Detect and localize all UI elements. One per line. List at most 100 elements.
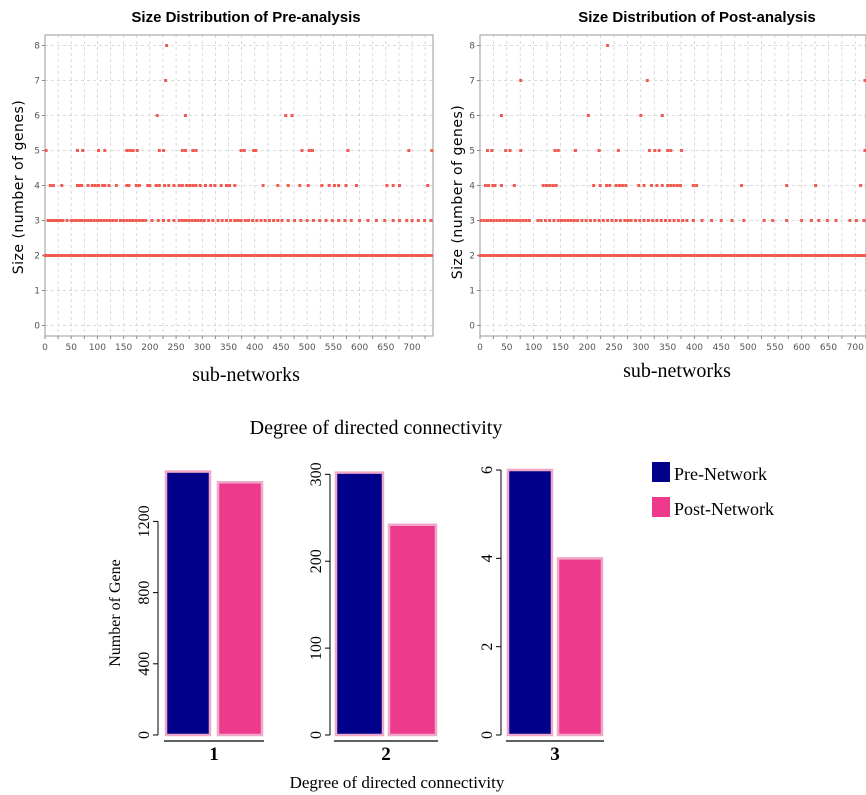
pre-data-point (267, 219, 271, 222)
pre-x-tick-label: 700 (403, 343, 420, 353)
pre-data-point (50, 219, 54, 222)
pre-data-point (57, 219, 61, 222)
pre-data-point (199, 219, 203, 222)
post-data-point (559, 219, 563, 222)
post-x-tick-label: 50 (501, 343, 513, 353)
bar-panel-1-tick-label: 1200 (136, 505, 153, 537)
post-data-point (593, 219, 597, 222)
pre-data-point (383, 219, 387, 222)
post-data-point (642, 184, 646, 187)
pre-data-point (381, 254, 385, 257)
post-data-point (848, 219, 852, 222)
post-data-point (486, 219, 490, 222)
post-analysis-scatter-plot: Size Distribution of Post-analysis Size … (450, 9, 866, 382)
legend-label-pre-network: Pre-Network (674, 464, 767, 484)
post-y-tick-label: 1 (469, 287, 475, 297)
pre-data-point (82, 254, 86, 257)
pre-data-point (137, 219, 141, 222)
post-data-point (814, 184, 818, 187)
post-data-point (834, 219, 838, 222)
bar-panel-3-category-label: 3 (550, 744, 560, 765)
post-data-point (808, 254, 812, 257)
bar-panel-2-tick-label: 100 (308, 636, 325, 660)
pre-data-point (202, 219, 206, 222)
bar-post-network-1 (216, 480, 264, 737)
post-data-point (679, 184, 683, 187)
pre-analysis-y-axis-title: Size (number of genes) (11, 100, 27, 274)
pre-data-point (185, 254, 189, 257)
pre-data-point (96, 149, 100, 152)
post-data-point (489, 219, 493, 222)
legend-swatch-post-network (652, 497, 670, 517)
pre-data-point (148, 184, 152, 187)
pre-data-point (184, 149, 188, 152)
post-data-point (482, 219, 486, 222)
post-data-point (601, 219, 605, 222)
post-data-point (514, 219, 518, 222)
post-data-point (521, 219, 525, 222)
pre-data-point (98, 254, 102, 257)
post-x-tick-label: 500 (739, 343, 756, 353)
pre-data-point (365, 254, 369, 257)
post-data-point (862, 219, 866, 222)
pre-data-point (216, 254, 220, 257)
pre-data-point (346, 149, 350, 152)
post-data-point (598, 184, 602, 187)
post-data-point (687, 254, 691, 257)
pre-data-point (389, 254, 393, 257)
bar-panel-1-tick-label: 0 (136, 731, 153, 739)
pre-data-point (276, 219, 280, 222)
post-data-point (584, 219, 588, 222)
post-data-point (669, 184, 673, 187)
pre-data-point (287, 254, 291, 257)
post-data-point (639, 114, 643, 117)
post-data-point (623, 219, 627, 222)
pre-data-point (137, 184, 141, 187)
pre-data-point (48, 184, 52, 187)
post-data-point (710, 219, 714, 222)
post-data-point (508, 219, 512, 222)
post-data-point (703, 254, 707, 257)
post-data-point (633, 219, 637, 222)
pre-data-point (131, 149, 135, 152)
pre-data-point (295, 254, 299, 257)
post-data-point (638, 219, 642, 222)
post-data-point (727, 254, 731, 257)
bar-chart-y-axis-title: Number of Gene (107, 559, 124, 667)
pre-data-point (51, 254, 55, 257)
pre-data-point (247, 254, 251, 257)
pre-data-point (224, 219, 228, 222)
pre-data-point (156, 219, 160, 222)
post-data-point (832, 254, 836, 257)
post-y-tick-label: 4 (469, 182, 475, 192)
post-data-point (660, 184, 664, 187)
post-data-point (487, 184, 491, 187)
pre-data-point (60, 184, 64, 187)
post-data-point (563, 219, 567, 222)
post-data-point (784, 254, 788, 257)
pre-data-point (255, 254, 259, 257)
pre-data-point (90, 184, 94, 187)
pre-data-point (102, 219, 106, 222)
post-data-point (490, 149, 494, 152)
post-data-point (771, 219, 775, 222)
post-data-point (599, 254, 603, 257)
post-data-point (751, 254, 755, 257)
pre-data-point (131, 219, 135, 222)
post-data-point (502, 219, 506, 222)
pre-data-point (153, 254, 157, 257)
pre-data-point (271, 254, 275, 257)
pre-data-point (358, 254, 362, 257)
pre-data-point (157, 184, 161, 187)
post-data-point (691, 184, 695, 187)
pre-data-point (130, 254, 134, 257)
pre-data-point (188, 184, 192, 187)
pre-x-tick-label: 350 (220, 343, 237, 353)
pre-data-point (107, 184, 111, 187)
pre-data-point (161, 149, 165, 152)
pre-data-point (246, 219, 250, 222)
post-data-point (666, 149, 670, 152)
post-x-tick-label: 450 (713, 343, 730, 353)
post-data-point (586, 114, 590, 117)
pre-data-point (413, 254, 417, 257)
